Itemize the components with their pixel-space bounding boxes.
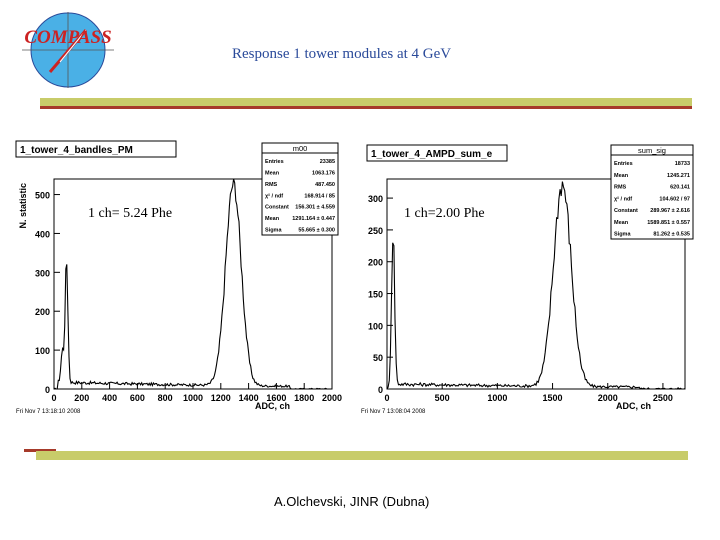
stats-value: 1245.271 [667, 173, 690, 179]
y-tick-label-300: 300 [368, 194, 383, 204]
stats-value: 156.301 ± 4.559 [295, 205, 335, 211]
logo-text: COMPASS [24, 27, 111, 48]
top-divider [40, 98, 692, 107]
stats-label: Constant [265, 205, 289, 211]
bottom-divider-accent [24, 449, 56, 452]
x-tick-label-2000: 2000 [322, 393, 342, 403]
stats-label: RMS [614, 185, 627, 191]
left-calibration-note: 1 ch= 5.24 Phe [88, 206, 173, 222]
x-tick-label-1200: 1200 [211, 393, 231, 403]
stats-label: Mean [265, 170, 280, 176]
stats-label: Entries [614, 161, 633, 167]
x-tick-label-0: 0 [51, 393, 56, 403]
stats-value: 487.450 [315, 182, 335, 188]
stats-value: 620.141 [670, 185, 690, 191]
stats-box: sum_sig Entries 18733 Mean 1245.271 RMS 620.14… [610, 144, 694, 240]
x-tick-label-200: 200 [74, 393, 89, 403]
x-tick-label-600: 600 [130, 393, 145, 403]
stats-value: 289.967 ± 2.616 [650, 208, 690, 214]
x-tick-label-500: 500 [435, 393, 450, 403]
stats-value: 168.914 / 85 [304, 193, 335, 199]
x-tick-label-1500: 1500 [543, 393, 563, 403]
histogram-title-box: 1_tower_4_AMPD_sum_e [366, 144, 508, 162]
y-tick-label-50: 50 [373, 353, 383, 363]
stats-box: m00 Entries 23385 Mean 1063.176 RMS 487.450 χ² … [261, 142, 339, 236]
x-tick-label-1000: 1000 [183, 393, 203, 403]
x-tick-label-2500: 2500 [653, 393, 673, 403]
stats-label: χ² / ndf [614, 195, 632, 202]
stats-label: Mean [614, 173, 629, 179]
stats-value: 18733 [675, 161, 690, 167]
slide-title: Response 1 tower modules at 4 GeV [232, 46, 452, 62]
y-tick-label-150: 150 [368, 290, 383, 300]
histogram-title: 1_tower_4_bandles_PM [20, 145, 133, 156]
stats-label: Entries [265, 159, 284, 165]
x-tick-label-1600: 1600 [266, 393, 286, 403]
timestamp: Fri Nov 7 13:08:04 2008 [361, 409, 426, 415]
top-divider-accent [40, 106, 692, 109]
timestamp: Fri Nov 7 13:18:10 2008 [16, 409, 81, 415]
chart-right: 1_tower_4_AMPD_sum_e 0 50 100 150 200 250 300 0 5… [361, 144, 694, 415]
stats-value: 1291.164 ± 0.447 [292, 216, 335, 222]
x-tick-label-1000: 1000 [487, 393, 507, 403]
histogram-title-box: 1_tower_4_bandles_PM [15, 140, 177, 158]
stats-label: χ² / ndf [265, 192, 283, 199]
stats-value: 23385 [320, 159, 335, 165]
stats-name: sum_sig [638, 146, 666, 155]
y-tick-label-400: 400 [35, 229, 50, 239]
stats-label: Sigma [614, 231, 631, 237]
x-tick-label-2000: 2000 [598, 393, 618, 403]
x-tick-label-400: 400 [102, 393, 117, 403]
bottom-divider [36, 451, 688, 460]
y-tick-label-250: 250 [368, 226, 383, 236]
y-tick-label-100: 100 [368, 321, 383, 331]
stats-label: Mean [614, 220, 629, 226]
x-tick-label-1400: 1400 [239, 393, 259, 403]
stats-value: 1063.176 [312, 170, 335, 176]
y-tick-label-500: 500 [35, 191, 50, 201]
y-tick-label-0: 0 [378, 385, 383, 395]
y-tick-label-300: 300 [35, 268, 50, 278]
histogram-title: 1_tower_4_AMPD_sum_e [371, 149, 493, 160]
x-tick-label-1800: 1800 [294, 393, 314, 403]
stats-value: 1589.851 ± 0.557 [647, 220, 690, 226]
chart-left: 1_tower_4_bandles_PM 0 100 200 300 400 500 0 200… [15, 140, 342, 415]
x-axis-label: ADC, ch [616, 401, 651, 411]
y-tick-label-100: 100 [35, 346, 50, 356]
y-tick-label-0: 0 [45, 385, 50, 395]
stats-value: 104.602 / 97 [659, 196, 690, 202]
x-tick-label-800: 800 [158, 393, 173, 403]
y-axis-label: N. statistic [18, 183, 28, 229]
stats-label: RMS [265, 182, 278, 188]
histogram-line [53, 178, 332, 390]
x-axis-label: ADC, ch [255, 401, 290, 411]
stats-label: Mean [265, 216, 280, 222]
histogram-line [386, 181, 686, 390]
compass-logo: COMPASS [22, 12, 114, 88]
right-calibration-note: 1 ch=2.00 Phe [404, 206, 485, 222]
x-tick-label-0: 0 [384, 393, 389, 403]
stats-label: Sigma [265, 228, 282, 234]
stats-value: 81.262 ± 0.535 [653, 231, 690, 237]
stats-name: m00 [293, 144, 308, 153]
y-tick-label-200: 200 [368, 258, 383, 268]
y-tick-label-200: 200 [35, 307, 50, 317]
stats-label: Constant [614, 208, 638, 214]
stats-value: 55.665 ± 0.300 [298, 228, 335, 234]
footer-author: A.Olchevski, JINR (Dubna) [274, 494, 430, 509]
